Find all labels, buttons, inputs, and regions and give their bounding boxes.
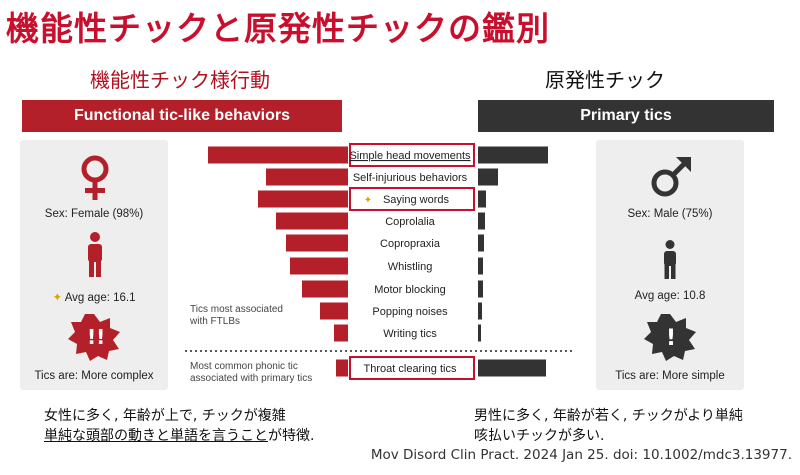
phonic-note-line1: Most common phonic tic bbox=[190, 361, 298, 372]
primary-bar-whistling bbox=[478, 257, 483, 275]
ftlb-bar-copropraxia bbox=[286, 234, 348, 252]
ftlb-bar-self-injurious-behaviors bbox=[266, 168, 348, 186]
category-label-copropraxia: Copropraxia bbox=[380, 238, 441, 250]
ftlb-note-line2: with FTLBs bbox=[190, 316, 241, 327]
primary-description: 男性に多く, 年齢が若く, チックがより単純 咳払いチックが多い. bbox=[474, 406, 743, 446]
primary-bar-motor-blocking bbox=[478, 280, 483, 298]
male-symbol-icon bbox=[651, 157, 691, 197]
category-label-motor-blocking: Motor blocking bbox=[374, 284, 446, 296]
primary-tics-label: Tics are: More simple bbox=[615, 370, 725, 382]
primary-age-label: Avg age: 10.8 bbox=[634, 290, 706, 302]
ftlb-tics-label: Tics are: More complex bbox=[34, 370, 154, 382]
ftlb-age-label: Avg age: 16.1 bbox=[64, 292, 136, 304]
page-title: 機能性チックと原発性チックの鑑別 bbox=[6, 9, 550, 48]
primary-header: Primary tics bbox=[478, 100, 774, 132]
person-icon bbox=[664, 240, 676, 279]
svg-text:!!: !! bbox=[87, 325, 105, 349]
ftlb-panel: Sex: Female (98%) ✦ Avg age: 16.1 !! Tic… bbox=[20, 140, 168, 390]
highlight-box-saying-words bbox=[349, 187, 475, 211]
primary-desc-line2: 咳払いチックが多い. bbox=[474, 428, 605, 444]
ftlb-description: 女性に多く, 年齢が上で, チックが複雑 単純な頭部の動きと単語を言うことが特徴… bbox=[44, 406, 314, 446]
primary-subtitle: 原発性チック bbox=[545, 68, 665, 92]
star-icon: ✦ bbox=[364, 195, 372, 206]
phonic-note-line2: associated with primary tics bbox=[190, 373, 313, 384]
category-label-coprolalia: Coprolalia bbox=[385, 216, 435, 228]
category-label-writing-tics: Writing tics bbox=[383, 328, 437, 340]
svg-text:!: ! bbox=[666, 326, 676, 351]
ftlb-sex-label: Sex: Female (98%) bbox=[44, 208, 144, 220]
primary-desc-line1: 男性に多く, 年齢が若く, チックがより単純 bbox=[474, 408, 743, 424]
primary-bar-coprolalia bbox=[478, 212, 485, 230]
ftlb-bar-coprolalia bbox=[276, 212, 348, 230]
ftlb-subtitle: 機能性チック様行動 bbox=[90, 68, 270, 92]
complex-tic-icon: !! bbox=[68, 314, 120, 361]
ftlb-bar-popping-noises bbox=[320, 302, 348, 320]
person-icon bbox=[88, 232, 102, 277]
category-label-throat-clearing-tics: Throat clearing tics bbox=[364, 363, 457, 375]
ftlb-note-line1: Tics most associated bbox=[190, 304, 283, 315]
citation: Mov Disord Clin Pract. 2024 Jan 25. doi:… bbox=[370, 447, 792, 463]
ftlb-desc-rest: が特徴. bbox=[268, 428, 315, 444]
category-label-self-injurious-behaviors: Self-injurious behaviors bbox=[353, 172, 468, 184]
category-label-simple-head-movements: Simple head movements bbox=[349, 150, 471, 162]
ftlb-bar-whistling bbox=[290, 257, 348, 275]
ftlb-age-row: ✦ Avg age: 16.1 bbox=[20, 290, 168, 304]
primary-sex-label: Sex: Male (75%) bbox=[627, 208, 713, 220]
star-icon: ✦ bbox=[52, 292, 65, 304]
ftlb-bar-simple-head-movements bbox=[208, 146, 348, 164]
primary-bar-throat-clearing-tics bbox=[478, 359, 546, 377]
phonic-note: Most common phonic tic associated with p… bbox=[190, 361, 312, 385]
highlight-box-throat-clearing-tics bbox=[349, 356, 475, 380]
ftlb-bar-saying-words bbox=[258, 190, 348, 208]
category-label-saying-words: Saying words bbox=[383, 194, 450, 206]
primary-panel: Sex: Male (75%) Avg age: 10.8 ! Tics are… bbox=[596, 140, 744, 390]
ftlb-header: Functional tic-like behaviors bbox=[22, 100, 342, 132]
primary-bar-simple-head-movements bbox=[478, 146, 548, 164]
primary-bar-copropraxia bbox=[478, 234, 484, 252]
highlight-box-simple-head-movements bbox=[349, 143, 475, 167]
female-symbol-icon bbox=[81, 155, 109, 200]
ftlb-note: Tics most associated with FTLBs bbox=[190, 304, 283, 328]
ftlb-bar-writing-tics bbox=[334, 324, 348, 342]
category-label-popping-noises: Popping noises bbox=[372, 306, 448, 318]
primary-bar-saying-words bbox=[478, 190, 486, 208]
ftlb-desc-underlined: 単純な頭部の動きと単語を言うこと bbox=[44, 428, 268, 444]
ftlb-bar-motor-blocking bbox=[302, 280, 348, 298]
ftlb-desc-line1: 女性に多く, 年齢が上で, チックが複雑 bbox=[44, 408, 286, 424]
ftlb-bar-throat-clearing-tics bbox=[336, 359, 348, 377]
primary-bar-self-injurious-behaviors bbox=[478, 168, 498, 186]
category-label-whistling: Whistling bbox=[388, 261, 433, 273]
primary-bar-writing-tics bbox=[478, 324, 481, 342]
primary-bar-popping-noises bbox=[478, 302, 482, 320]
simple-tic-icon: ! bbox=[644, 314, 696, 361]
